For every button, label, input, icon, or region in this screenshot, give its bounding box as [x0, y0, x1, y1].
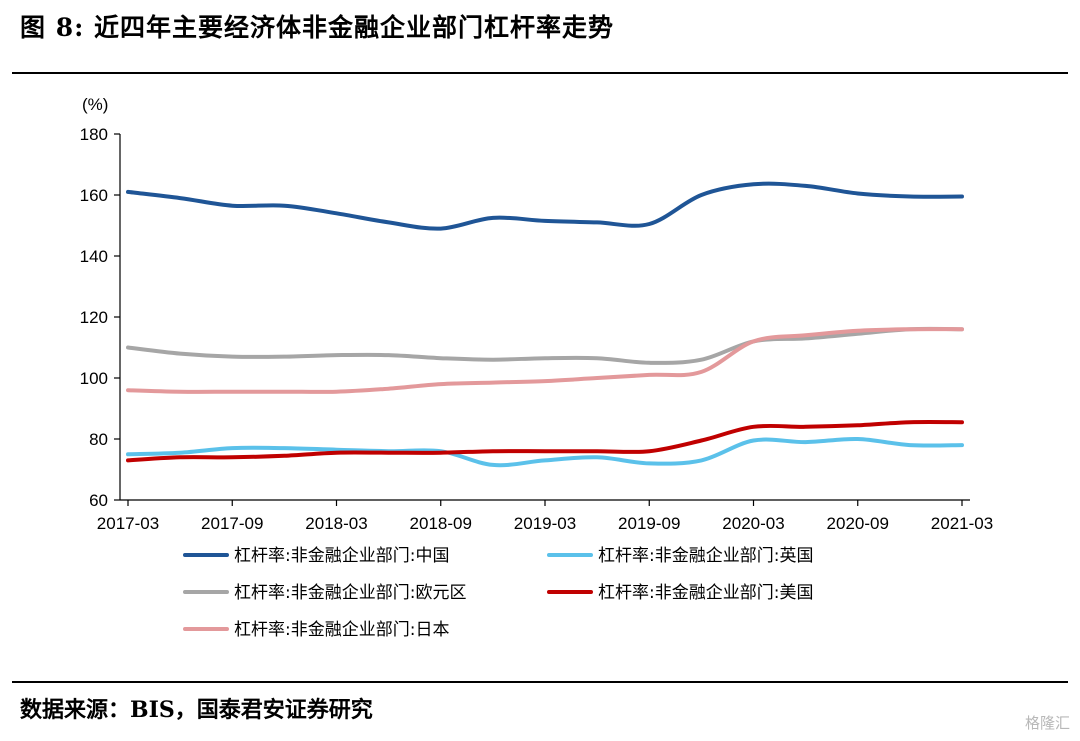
top-divider: [12, 72, 1068, 74]
x-tick-label: 2018-03: [305, 514, 367, 533]
legend-label-uk: 杠杆率:非金融企业部门:英国: [598, 546, 813, 566]
legend-label-eurozone: 杠杆率:非金融企业部门:欧元区: [234, 583, 466, 603]
x-tick-label: 2020-03: [722, 514, 784, 533]
series-line-eurozone: [126, 326, 964, 365]
legend-label-china: 杠杆率:非金融企业部门:中国: [234, 546, 449, 566]
source-note: 数据来源：BIS，国泰君安证券研究: [20, 697, 373, 723]
y-tick-label: 120: [80, 308, 108, 327]
x-axis-ticks: 2017-03 2017-09 2018-03 2018-09 2019-03 2019-…: [97, 500, 993, 533]
series-line-uk: [126, 436, 964, 468]
x-tick-label: 2018-09: [410, 514, 472, 533]
y-tick-label: 180: [80, 125, 108, 144]
series-line-japan: [126, 327, 964, 394]
x-tick-label: 2017-09: [201, 514, 263, 533]
y-axis-ticks: 60 80 100 120 140 160 180: [80, 125, 120, 510]
bottom-divider: [12, 681, 1068, 683]
series-lines: [126, 181, 964, 468]
series-line-usa: [126, 419, 964, 463]
x-tick-label: 2019-03: [514, 514, 576, 533]
y-axis-unit: (%): [82, 95, 108, 114]
x-tick-label: 2019-09: [618, 514, 680, 533]
legend-label-japan: 杠杆率:非金融企业部门:日本: [234, 620, 449, 640]
watermark: 格隆汇: [1024, 714, 1070, 732]
x-tick-label: 2021-03: [931, 514, 993, 533]
y-tick-label: 100: [80, 369, 108, 388]
legend-label-usa: 杠杆率:非金融企业部门:美国: [598, 583, 813, 603]
y-tick-label: 160: [80, 186, 108, 205]
y-tick-label: 140: [80, 247, 108, 266]
series-line-china: [126, 181, 964, 231]
x-tick-label: 2020-09: [827, 514, 889, 533]
legend: 杠杆率:非金融企业部门:中国 杠杆率:非金融企业部门:英国杠杆率:非金融企业部门:…: [183, 546, 813, 640]
y-tick-label: 80: [89, 430, 108, 449]
x-tick-label: 2017-03: [97, 514, 159, 533]
figure-title: 图 8: 近四年主要经济体非金融企业部门杠杆率走势: [20, 13, 615, 42]
y-tick-label: 60: [89, 491, 108, 510]
